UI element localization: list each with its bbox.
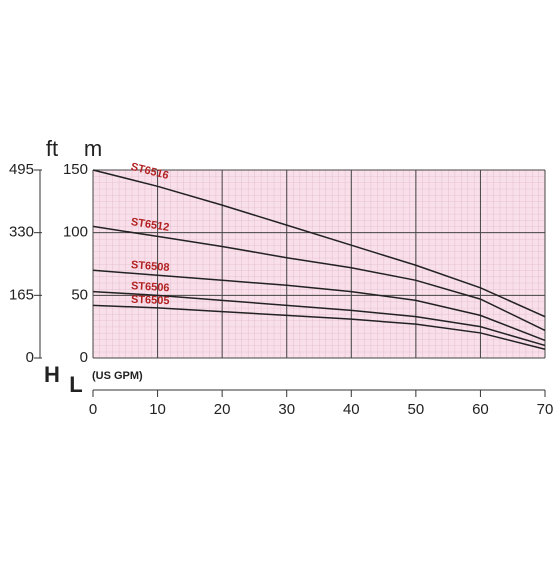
- m-unit: m: [84, 136, 102, 161]
- x-tick-label: 50: [408, 401, 425, 418]
- curve: [92, 225, 546, 332]
- y2-tick-label: 330: [9, 224, 34, 241]
- y-tick-label: 0: [80, 349, 88, 366]
- y-axis-label: H: [44, 362, 60, 387]
- curve: [92, 304, 546, 350]
- minor-grid: [93, 170, 545, 358]
- x-tick-label: 70: [537, 401, 554, 418]
- y2-tick-label: 0: [26, 349, 34, 366]
- y-tick-label: 150: [63, 161, 88, 178]
- x-tick-label: 30: [278, 401, 295, 418]
- curve: [92, 290, 546, 347]
- y2-tick-label: 495: [9, 161, 34, 178]
- curve-label: ST6506: [131, 280, 170, 294]
- curve: [92, 169, 546, 318]
- curve-label: ST6512: [130, 216, 170, 234]
- x-tick-label: 20: [214, 401, 231, 418]
- y2-tick-label: 165: [9, 286, 34, 303]
- curve: [92, 269, 546, 342]
- x-tick-label: 60: [472, 401, 489, 418]
- x-axis-label: L: [69, 372, 82, 397]
- curve-label: ST6505: [131, 294, 170, 307]
- ft-unit: ft: [46, 136, 58, 161]
- x-tick-label: 0: [89, 401, 97, 418]
- x-unit: (US GPM): [92, 370, 143, 382]
- curve-label: ST6508: [131, 259, 170, 274]
- y-tick-label: 50: [71, 286, 88, 303]
- x-tick-label: 40: [343, 401, 360, 418]
- x-tick-label: 10: [149, 401, 166, 418]
- y-tick-label: 100: [63, 224, 88, 241]
